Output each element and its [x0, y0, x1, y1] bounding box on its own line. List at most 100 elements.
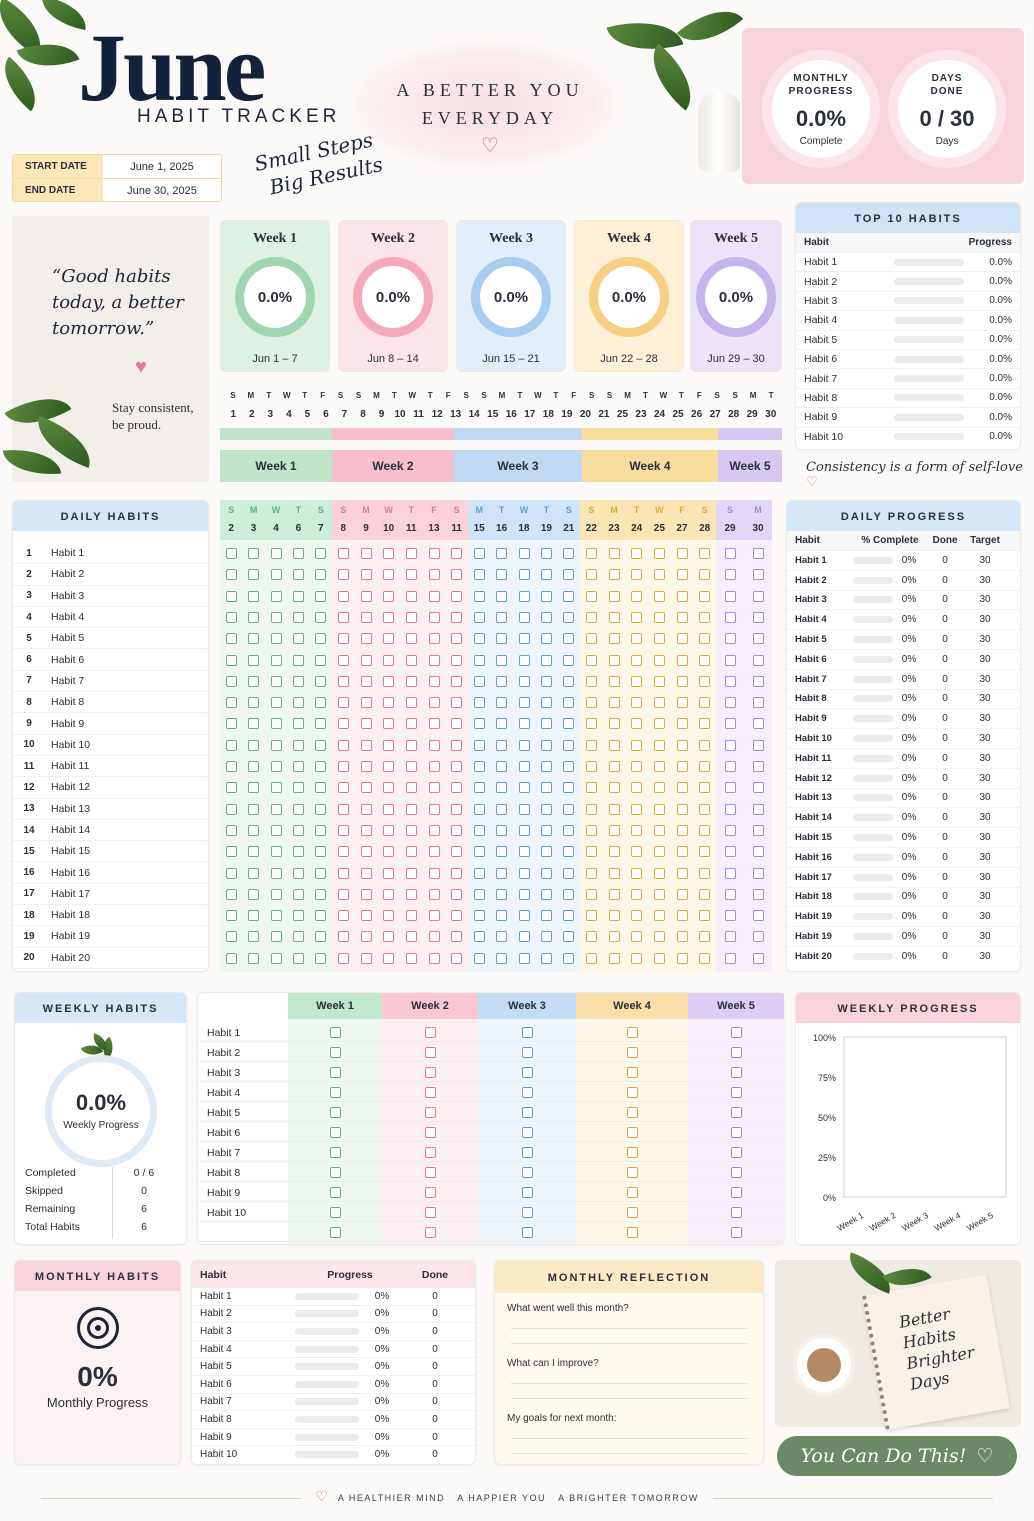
habit-checkbox[interactable]: [631, 697, 643, 709]
habit-checkbox[interactable]: [631, 867, 643, 879]
habit-checkbox[interactable]: [292, 654, 304, 666]
habit-checkbox[interactable]: [225, 782, 237, 794]
habit-checkbox[interactable]: [270, 739, 282, 751]
habit-checkbox[interactable]: [473, 718, 485, 730]
habit-checkbox[interactable]: [585, 803, 597, 815]
habit-checkbox[interactable]: [585, 867, 597, 879]
weekly-checkbox[interactable]: [329, 1067, 341, 1078]
weekly-checkbox[interactable]: [521, 1047, 533, 1058]
habit-checkbox[interactable]: [225, 846, 237, 858]
weekly-checkbox[interactable]: [329, 1127, 341, 1138]
habit-checkbox[interactable]: [451, 548, 463, 559]
reflection-line[interactable]: [511, 1384, 747, 1399]
habit-checkbox[interactable]: [337, 782, 349, 794]
habit-checkbox[interactable]: [360, 548, 372, 559]
habit-checkbox[interactable]: [752, 803, 764, 815]
habit-checkbox[interactable]: [428, 590, 440, 602]
habit-checkbox[interactable]: [451, 867, 463, 879]
habit-checkbox[interactable]: [653, 697, 665, 709]
habit-checkbox[interactable]: [292, 867, 304, 879]
habit-checkbox[interactable]: [473, 654, 485, 666]
habit-checkbox[interactable]: [752, 633, 764, 645]
habit-checkbox[interactable]: [248, 846, 260, 858]
habit-checkbox[interactable]: [292, 590, 304, 602]
habit-checkbox[interactable]: [360, 697, 372, 709]
habit-checkbox[interactable]: [248, 739, 260, 751]
habit-checkbox[interactable]: [225, 548, 237, 559]
habit-checkbox[interactable]: [699, 761, 711, 772]
habit-checkbox[interactable]: [270, 846, 282, 858]
habit-checkbox[interactable]: [563, 569, 575, 581]
weekly-checkbox[interactable]: [329, 1167, 341, 1178]
habit-checkbox[interactable]: [699, 803, 711, 815]
weekly-checkbox[interactable]: [626, 1067, 638, 1078]
habit-checkbox[interactable]: [585, 654, 597, 666]
habit-checkbox[interactable]: [518, 931, 530, 943]
weekly-checkbox[interactable]: [424, 1187, 436, 1198]
habit-checkbox[interactable]: [451, 824, 463, 836]
habit-checkbox[interactable]: [292, 718, 304, 730]
weekly-checkbox[interactable]: [730, 1187, 742, 1198]
habit-checkbox[interactable]: [540, 867, 552, 879]
habit-checkbox[interactable]: [405, 590, 417, 602]
weekly-checkbox[interactable]: [329, 1027, 341, 1038]
habit-checkbox[interactable]: [653, 867, 665, 879]
reflection-line[interactable]: [511, 1424, 747, 1439]
habit-checkbox[interactable]: [631, 718, 643, 730]
habit-checkbox[interactable]: [315, 867, 327, 879]
habit-checkbox[interactable]: [405, 888, 417, 900]
habit-checkbox[interactable]: [724, 654, 736, 666]
habit-checkbox[interactable]: [518, 761, 530, 772]
habit-checkbox[interactable]: [676, 803, 688, 815]
habit-checkbox[interactable]: [676, 697, 688, 709]
habit-checkbox[interactable]: [496, 654, 508, 666]
habit-checkbox[interactable]: [699, 654, 711, 666]
habit-checkbox[interactable]: [383, 910, 395, 922]
habit-checkbox[interactable]: [631, 548, 643, 559]
habit-checkbox[interactable]: [540, 633, 552, 645]
habit-checkbox[interactable]: [699, 867, 711, 879]
habit-checkbox[interactable]: [337, 739, 349, 751]
habit-checkbox[interactable]: [540, 803, 552, 815]
habit-checkbox[interactable]: [563, 718, 575, 730]
habit-checkbox[interactable]: [724, 548, 736, 559]
habit-checkbox[interactable]: [540, 654, 552, 666]
habit-checkbox[interactable]: [676, 654, 688, 666]
habit-checkbox[interactable]: [360, 633, 372, 645]
habit-checkbox[interactable]: [724, 633, 736, 645]
habit-checkbox[interactable]: [518, 952, 530, 964]
habit-checkbox[interactable]: [496, 590, 508, 602]
habit-checkbox[interactable]: [383, 654, 395, 666]
habit-checkbox[interactable]: [608, 846, 620, 858]
habit-checkbox[interactable]: [360, 782, 372, 794]
habit-checkbox[interactable]: [473, 910, 485, 922]
weekly-checkbox[interactable]: [329, 1107, 341, 1118]
habit-checkbox[interactable]: [752, 846, 764, 858]
habit-checkbox[interactable]: [428, 611, 440, 623]
habit-checkbox[interactable]: [631, 803, 643, 815]
habit-checkbox[interactable]: [631, 590, 643, 602]
habit-checkbox[interactable]: [563, 654, 575, 666]
habit-checkbox[interactable]: [608, 654, 620, 666]
weekly-checkbox[interactable]: [521, 1087, 533, 1098]
habit-checkbox[interactable]: [518, 611, 530, 623]
weekly-checkbox[interactable]: [329, 1227, 341, 1238]
habit-checkbox[interactable]: [699, 910, 711, 922]
habit-checkbox[interactable]: [360, 952, 372, 964]
habit-checkbox[interactable]: [585, 739, 597, 751]
weekly-checkbox[interactable]: [730, 1207, 742, 1218]
habit-checkbox[interactable]: [315, 782, 327, 794]
habit-checkbox[interactable]: [653, 590, 665, 602]
weekly-checkbox[interactable]: [626, 1207, 638, 1218]
habit-checkbox[interactable]: [315, 888, 327, 900]
weekly-checkbox[interactable]: [730, 1027, 742, 1038]
habit-checkbox[interactable]: [360, 611, 372, 623]
habit-checkbox[interactable]: [496, 718, 508, 730]
habit-checkbox[interactable]: [724, 846, 736, 858]
habit-checkbox[interactable]: [337, 590, 349, 602]
habit-checkbox[interactable]: [473, 611, 485, 623]
habit-checkbox[interactable]: [451, 910, 463, 922]
habit-checkbox[interactable]: [518, 910, 530, 922]
habit-checkbox[interactable]: [585, 888, 597, 900]
habit-checkbox[interactable]: [337, 888, 349, 900]
